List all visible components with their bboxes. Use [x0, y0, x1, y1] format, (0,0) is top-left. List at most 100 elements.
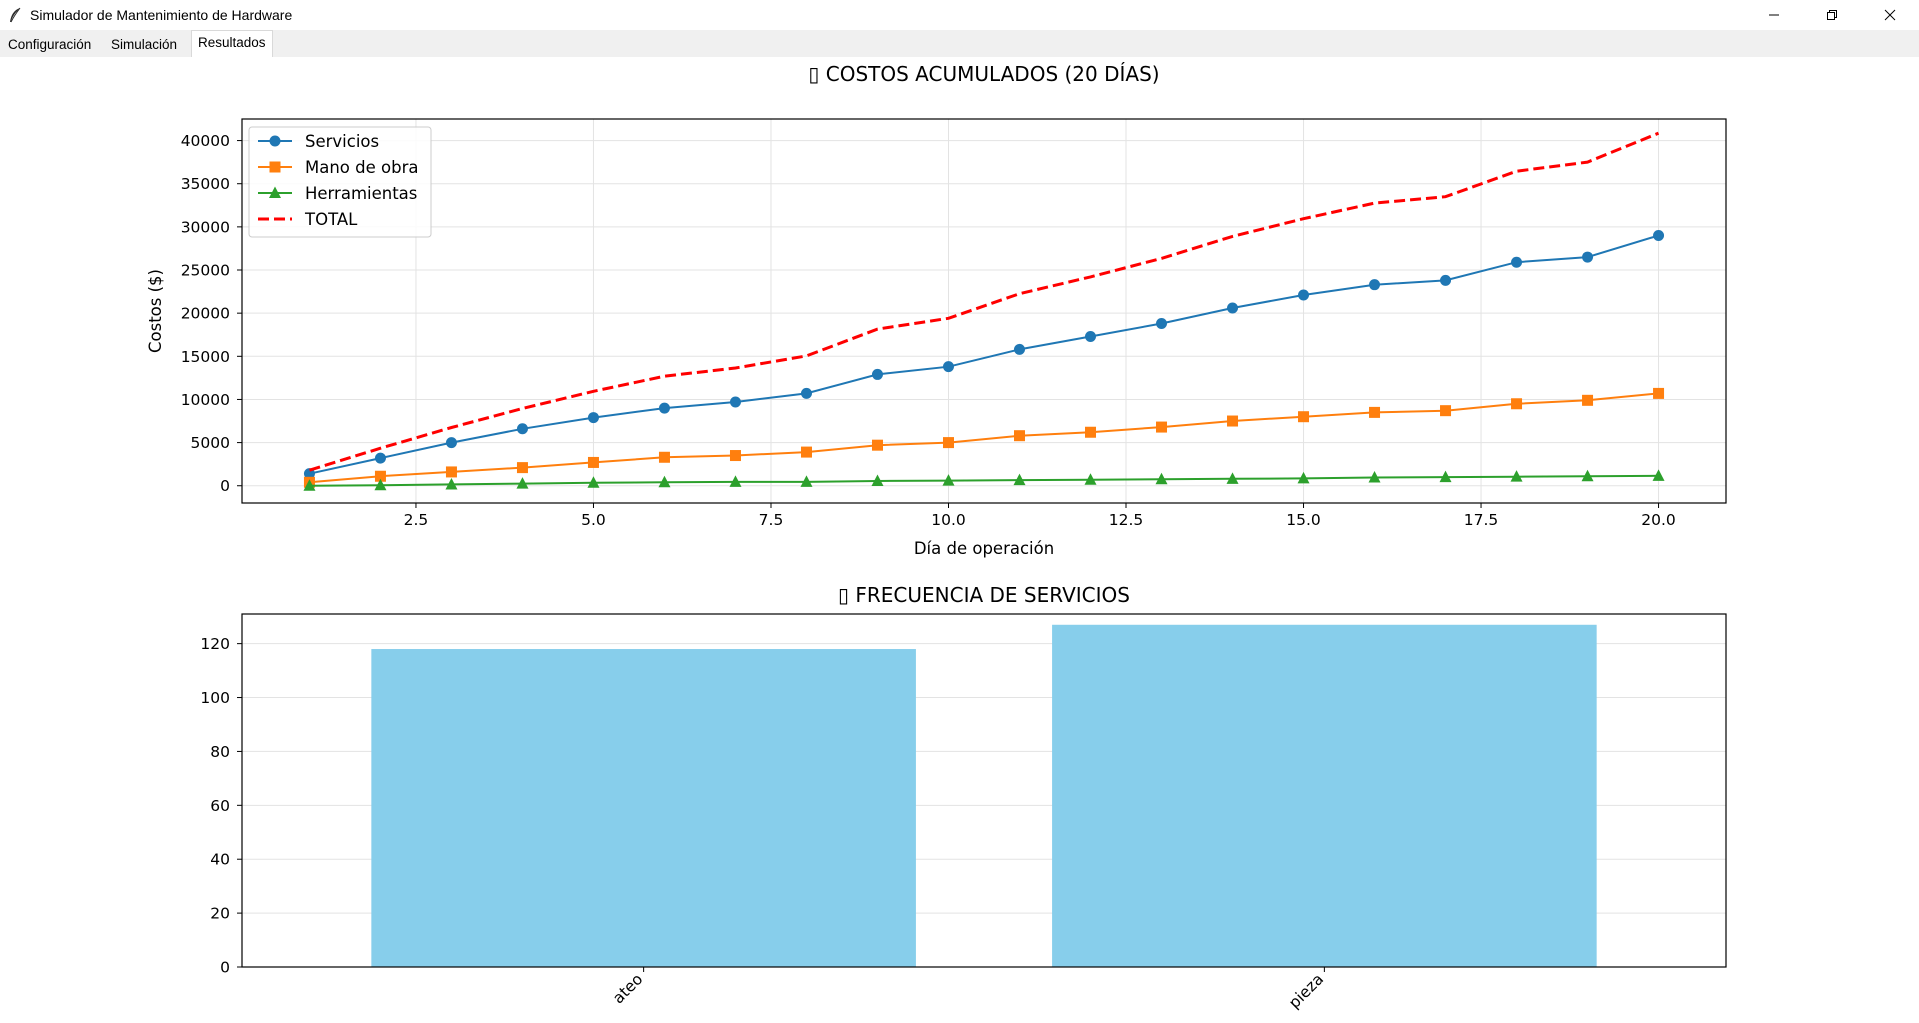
data-point — [1085, 330, 1097, 342]
legend-label: Mano de obra — [305, 158, 418, 177]
data-point — [1368, 471, 1381, 483]
y-tick-label: 30000 — [181, 218, 230, 236]
data-point — [1298, 289, 1310, 301]
window-controls — [1745, 0, 1919, 30]
data-point — [871, 474, 884, 486]
data-point — [1014, 343, 1026, 355]
y-tick-label: 0 — [220, 959, 230, 977]
chart-title: ▯ FRECUENCIA DE SERVICIOS — [838, 583, 1130, 607]
data-point — [1440, 274, 1452, 286]
data-point — [871, 368, 883, 380]
cumulative-costs-chart: 2.5 5.0 7.5 10.0 12.5 15.0 17.5 20.0 0 5000 10000 1… — [146, 62, 1727, 558]
data-point — [587, 476, 600, 488]
bar — [1052, 624, 1597, 967]
window-title: Simulador de Mantenimiento de Hardware — [30, 7, 293, 23]
data-point — [1014, 430, 1026, 442]
data-point — [800, 475, 813, 487]
legend-box — [248, 126, 432, 238]
data-point — [445, 437, 457, 449]
data-point — [516, 423, 528, 435]
x-tick-label: 7.5 — [759, 511, 784, 529]
data-point — [1653, 229, 1665, 241]
plot-frame — [241, 118, 1727, 504]
data-point — [1440, 405, 1452, 417]
y-tick-label: 120 — [200, 635, 230, 653]
data-point — [1510, 470, 1523, 482]
chart-legend: Servicios Mano de obra Herramientas TOTAL — [248, 126, 432, 238]
results-panel: 2.5 5.0 7.5 10.0 12.5 15.0 17.5 20.0 0 5000 10000 1… — [0, 57, 1919, 1019]
data-point — [587, 412, 599, 424]
close-icon — [1884, 9, 1896, 21]
tab-simulacion[interactable]: Simulación — [111, 37, 178, 52]
data-point — [1369, 406, 1381, 418]
tab-configuracion[interactable]: Configuración — [8, 37, 92, 52]
y-tick-label: 100 — [200, 689, 230, 707]
data-point — [1581, 469, 1594, 482]
x-tick-label: 15.0 — [1286, 511, 1321, 529]
data-point — [1511, 398, 1523, 410]
bar — [371, 649, 916, 967]
data-point — [1084, 473, 1097, 485]
tab-resultados[interactable]: Resultados — [191, 30, 273, 58]
data-point — [1511, 256, 1523, 268]
data-point — [729, 450, 741, 462]
x-tick-label: 17.5 — [1464, 511, 1499, 529]
series-line-servicios — [309, 234, 1659, 475]
data-point — [445, 466, 457, 478]
x-tick-label: 5.0 — [581, 511, 606, 529]
data-point — [871, 439, 883, 451]
restore-icon — [1827, 10, 1837, 20]
x-tick-label: 20.0 — [1641, 511, 1676, 529]
series-line-mano-de-obra — [309, 392, 1659, 484]
data-point — [1369, 279, 1381, 291]
data-point — [729, 396, 741, 408]
data-point — [800, 446, 812, 458]
data-point — [1652, 469, 1665, 481]
legend-label: TOTAL — [304, 210, 358, 229]
data-point — [516, 477, 529, 489]
x-axis-label: Día de operación — [914, 539, 1054, 558]
data-point — [1297, 471, 1310, 484]
y-tick-label: 40 — [210, 851, 230, 869]
data-point — [1227, 302, 1239, 314]
close-button[interactable] — [1861, 0, 1919, 30]
results-figure: 2.5 5.0 7.5 10.0 12.5 15.0 17.5 20.0 0 5000 10000 1… — [146, 62, 1727, 1012]
y-tick-label: 15000 — [181, 348, 230, 366]
legend-marker — [269, 186, 281, 198]
data-point — [1156, 318, 1168, 330]
data-point — [374, 470, 386, 482]
data-point — [658, 402, 670, 414]
data-point — [1085, 426, 1097, 438]
data-point — [1582, 394, 1594, 406]
data-point — [445, 477, 458, 490]
y-tick-label: 40000 — [181, 132, 230, 150]
y-tick-label: 20 — [210, 905, 230, 923]
tab-bar: Configuración Simulación Resultados — [0, 30, 1919, 58]
data-point — [374, 478, 387, 491]
restore-button[interactable] — [1803, 0, 1861, 30]
legend-marker — [269, 135, 281, 147]
legend-label: Servicios — [305, 132, 379, 151]
plot-frame — [241, 613, 1727, 968]
data-point — [1439, 470, 1452, 483]
service-frequency-chart: 0 20 40 60 80 100 120 ateo pieza ▯ FRECUENCIA DE … — [200, 583, 1727, 1012]
data-point — [942, 437, 954, 449]
data-point — [658, 451, 670, 463]
data-point — [516, 462, 528, 474]
x-tick-label: pieza — [1285, 970, 1327, 1012]
series-line-herramientas — [309, 474, 1659, 487]
y-tick-label: 60 — [210, 797, 230, 815]
data-point — [658, 475, 671, 488]
data-point — [1156, 421, 1168, 433]
minimize-icon — [1769, 14, 1779, 16]
legend-marker — [269, 161, 281, 173]
data-point — [1582, 251, 1594, 263]
x-tick-label: 10.0 — [931, 511, 966, 529]
data-point — [587, 456, 599, 468]
data-point — [1013, 473, 1026, 486]
y-tick-label: 5000 — [191, 434, 230, 452]
x-tick-label: ateo — [609, 970, 646, 1007]
y-tick-label: 10000 — [181, 391, 230, 409]
minimize-button[interactable] — [1745, 0, 1803, 30]
series-line-total — [309, 131, 1660, 472]
